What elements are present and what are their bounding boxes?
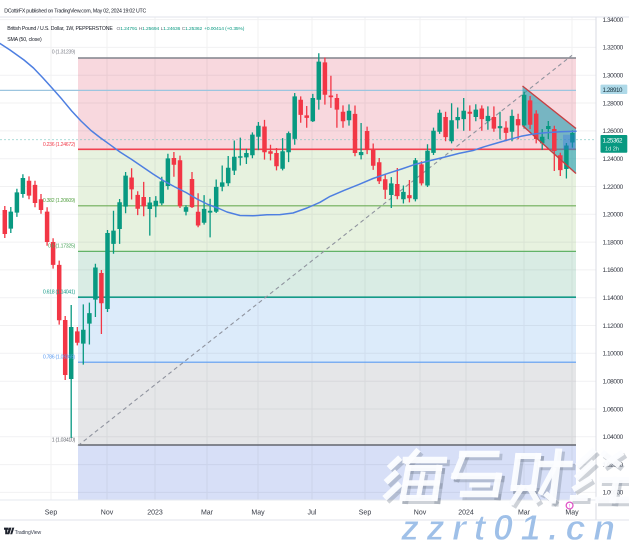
svg-text:TradingView: TradingView bbox=[15, 530, 42, 536]
svg-text:Mar: Mar bbox=[518, 510, 531, 517]
svg-text:0.618 (1.14041): 0.618 (1.14041) bbox=[43, 290, 76, 296]
svg-text:1 (1.03410): 1 (1.03410) bbox=[52, 438, 76, 444]
svg-text:1.20000: 1.20000 bbox=[603, 212, 624, 219]
svg-text:1.24000: 1.24000 bbox=[603, 156, 624, 163]
svg-text:1.22000: 1.22000 bbox=[603, 184, 624, 191]
svg-text:1.04000: 1.04000 bbox=[603, 434, 624, 441]
svg-text:0.786 (1.09365): 0.786 (1.09365) bbox=[43, 355, 76, 361]
svg-text:May: May bbox=[565, 510, 579, 517]
svg-text:DCottirFX published on Trading: DCottirFX published on TradingView.com, … bbox=[4, 8, 146, 14]
svg-text:British Pound / U.S. Dollar, 1: British Pound / U.S. Dollar, 1W, PEPPERS… bbox=[7, 26, 113, 32]
svg-text:1.28910: 1.28910 bbox=[603, 87, 624, 94]
svg-text:2023: 2023 bbox=[147, 510, 163, 517]
svg-text:1.14000: 1.14000 bbox=[603, 295, 624, 302]
svg-text:0.5 (1.17325): 0.5 (1.17325) bbox=[48, 244, 76, 250]
svg-text:1.12000: 1.12000 bbox=[603, 323, 624, 330]
svg-text:1.32000: 1.32000 bbox=[603, 45, 624, 52]
svg-text:2024: 2024 bbox=[458, 510, 474, 517]
svg-text:1.28000: 1.28000 bbox=[603, 100, 624, 107]
svg-text:1.30000: 1.30000 bbox=[603, 73, 624, 80]
svg-text:Sep: Sep bbox=[359, 510, 372, 517]
svg-text:Jul: Jul bbox=[308, 510, 317, 517]
svg-text:!: ! bbox=[569, 504, 570, 510]
svg-text:1.08000: 1.08000 bbox=[603, 379, 624, 386]
svg-text:1.25362: 1.25362 bbox=[603, 138, 624, 145]
svg-text:zzrt01.cn: zzrt01.cn bbox=[400, 507, 623, 544]
svg-text:Sep: Sep bbox=[45, 510, 58, 517]
svg-text:0.236 (1.24672): 0.236 (1.24672) bbox=[43, 142, 76, 148]
svg-text:1.34000: 1.34000 bbox=[603, 17, 624, 24]
svg-text:Nov: Nov bbox=[414, 510, 427, 517]
svg-text:SMA (50, close): SMA (50, close) bbox=[7, 37, 42, 43]
svg-text:Mar: Mar bbox=[201, 510, 214, 517]
svg-text:0.382 (1.20609): 0.382 (1.20609) bbox=[43, 198, 76, 204]
svg-text:1.16000: 1.16000 bbox=[603, 267, 624, 274]
svg-text:1d 2h: 1d 2h bbox=[605, 147, 619, 153]
svg-text:0 (1.31239): 0 (1.31239) bbox=[52, 50, 76, 56]
svg-text:1.02000: 1.02000 bbox=[603, 462, 624, 469]
svg-text:Nov: Nov bbox=[101, 510, 114, 517]
svg-text:1.26000: 1.26000 bbox=[603, 128, 624, 135]
svg-text:1.10000: 1.10000 bbox=[603, 351, 624, 358]
svg-text:1.18000: 1.18000 bbox=[603, 239, 624, 246]
svg-text:1.06000: 1.06000 bbox=[603, 406, 624, 413]
svg-text:May: May bbox=[251, 510, 265, 517]
